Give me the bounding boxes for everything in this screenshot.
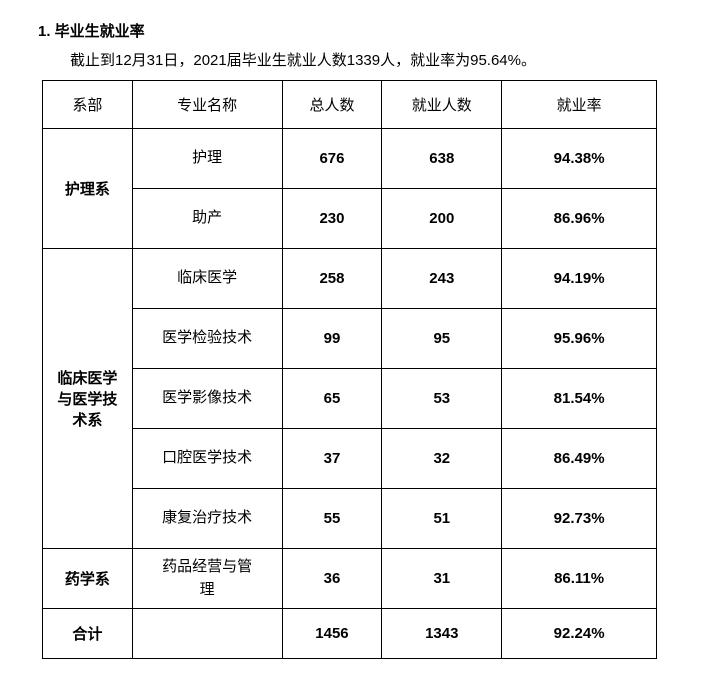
section-heading: 1. 毕业生就业率 <box>38 20 676 41</box>
dept-cell: 护理系 <box>43 129 133 249</box>
dept-cell: 临床医学与医学技术系 <box>43 249 133 549</box>
value-cell: 258 <box>282 249 382 309</box>
col-header-employed: 就业人数 <box>382 81 502 129</box>
table-header-row: 系部 专业名称 总人数 就业人数 就业率 <box>43 81 657 129</box>
value-cell: 31 <box>382 549 502 609</box>
value-cell: 99 <box>282 309 382 369</box>
col-header-total: 总人数 <box>282 81 382 129</box>
table-row: 临床医学与医学技术系临床医学25824394.19% <box>43 249 657 309</box>
value-cell: 92.73% <box>502 489 657 549</box>
value-cell: 230 <box>282 189 382 249</box>
table-row: 康复治疗技术555192.73% <box>43 489 657 549</box>
value-cell: 638 <box>382 129 502 189</box>
total-value-cell: 1456 <box>282 609 382 659</box>
col-header-dept: 系部 <box>43 81 133 129</box>
value-cell: 243 <box>382 249 502 309</box>
major-cell: 药品经营与管理 <box>132 549 282 609</box>
total-label: 合计 <box>43 609 133 659</box>
value-cell: 86.49% <box>502 429 657 489</box>
value-cell: 676 <box>282 129 382 189</box>
intro-text: 截止到12月31日，2021届毕业生就业人数1339人，就业率为95.64%。 <box>70 49 676 70</box>
col-header-major: 专业名称 <box>132 81 282 129</box>
employment-table: 系部 专业名称 总人数 就业人数 就业率 护理系护理67663894.38%助产… <box>42 80 657 659</box>
major-cell: 医学检验技术 <box>132 309 282 369</box>
table-row: 医学影像技术655381.54% <box>43 369 657 429</box>
value-cell: 53 <box>382 369 502 429</box>
value-cell: 86.96% <box>502 189 657 249</box>
major-cell: 护理 <box>132 129 282 189</box>
value-cell: 36 <box>282 549 382 609</box>
value-cell: 32 <box>382 429 502 489</box>
value-cell: 81.54% <box>502 369 657 429</box>
value-cell: 51 <box>382 489 502 549</box>
value-cell: 95.96% <box>502 309 657 369</box>
total-major-cell <box>132 609 282 659</box>
value-cell: 200 <box>382 189 502 249</box>
major-cell: 医学影像技术 <box>132 369 282 429</box>
value-cell: 86.11% <box>502 549 657 609</box>
major-cell: 口腔医学技术 <box>132 429 282 489</box>
table-row: 药学系药品经营与管理363186.11% <box>43 549 657 609</box>
major-cell: 临床医学 <box>132 249 282 309</box>
major-cell: 康复治疗技术 <box>132 489 282 549</box>
total-row: 合计 1456134392.24% <box>43 609 657 659</box>
dept-cell: 药学系 <box>43 549 133 609</box>
table-row: 助产23020086.96% <box>43 189 657 249</box>
total-value-cell: 1343 <box>382 609 502 659</box>
value-cell: 95 <box>382 309 502 369</box>
table-row: 口腔医学技术373286.49% <box>43 429 657 489</box>
value-cell: 94.19% <box>502 249 657 309</box>
value-cell: 37 <box>282 429 382 489</box>
value-cell: 65 <box>282 369 382 429</box>
value-cell: 55 <box>282 489 382 549</box>
table-row: 医学检验技术999595.96% <box>43 309 657 369</box>
major-cell: 助产 <box>132 189 282 249</box>
table-row: 护理系护理67663894.38% <box>43 129 657 189</box>
col-header-rate: 就业率 <box>502 81 657 129</box>
total-value-cell: 92.24% <box>502 609 657 659</box>
value-cell: 94.38% <box>502 129 657 189</box>
